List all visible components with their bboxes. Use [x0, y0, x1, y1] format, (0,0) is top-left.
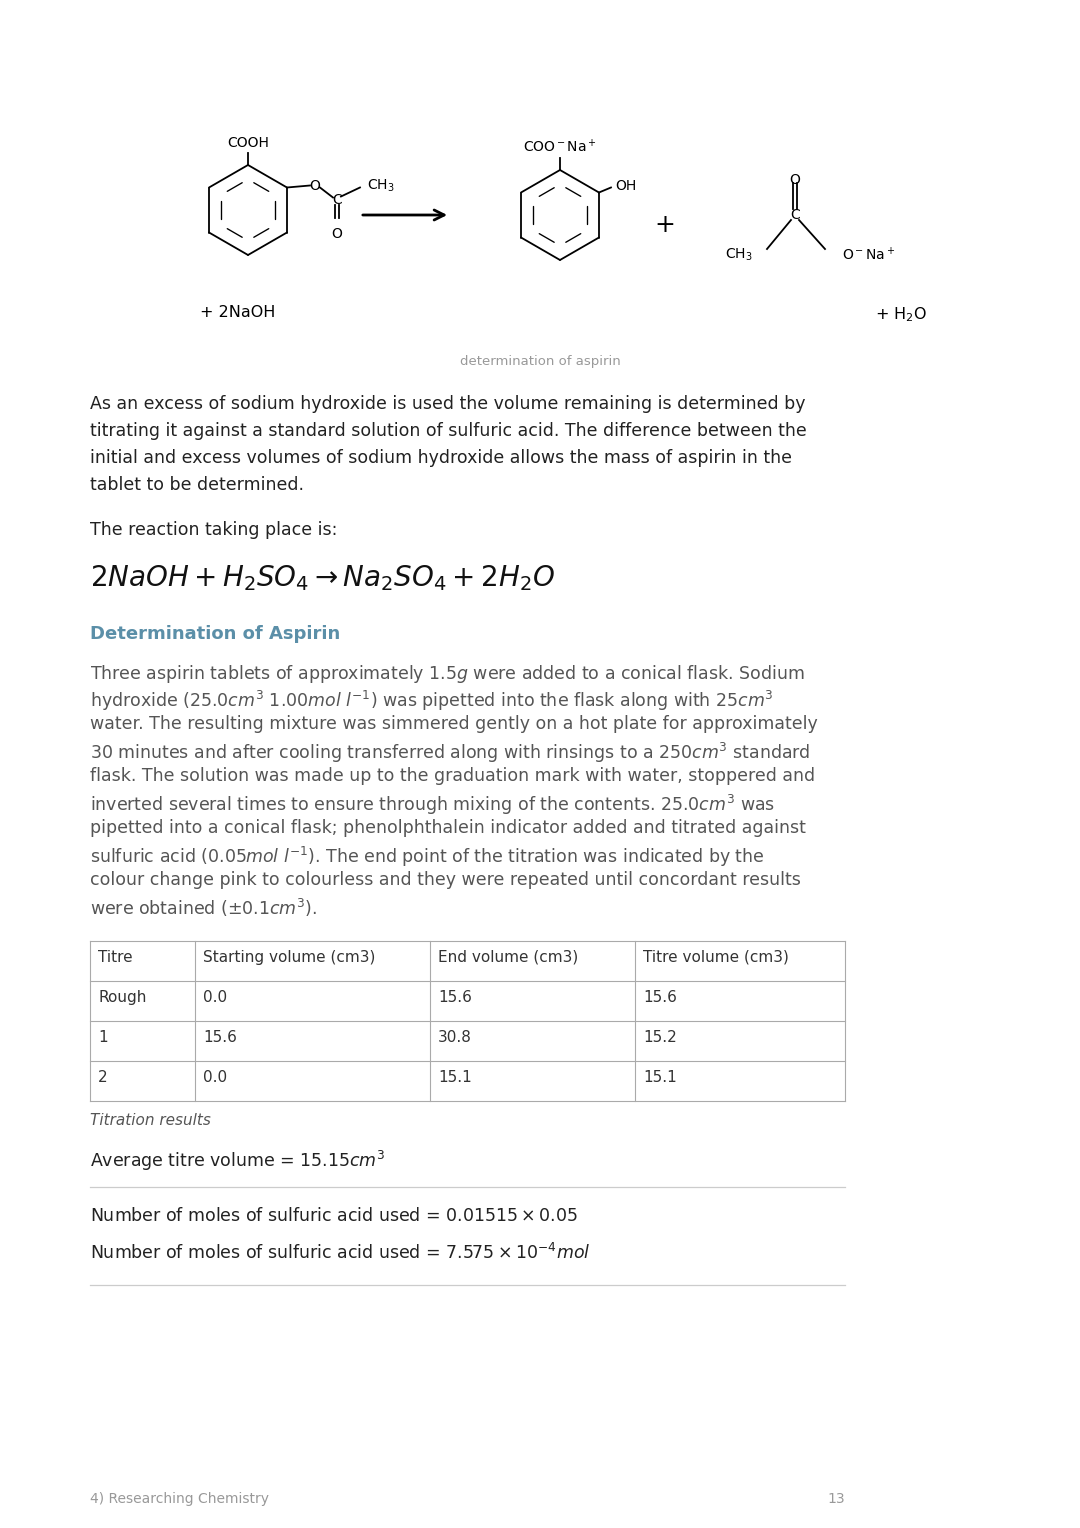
Text: $2NaOH + H_2SO_4 \rightarrow Na_2SO_4 + 2H_2O$: $2NaOH + H_2SO_4 \rightarrow Na_2SO_4 + … — [90, 562, 555, 593]
Text: 2: 2 — [98, 1070, 108, 1085]
Text: CH$_3$: CH$_3$ — [726, 248, 753, 263]
Text: 15.2: 15.2 — [643, 1030, 677, 1045]
Text: Three aspirin tablets of approximately $1.5g$ were added to a conical flask. Sod: Three aspirin tablets of approximately $… — [90, 663, 805, 685]
Text: flask. The solution was made up to the graduation mark with water, stoppered and: flask. The solution was made up to the g… — [90, 767, 815, 785]
Text: COOH: COOH — [227, 136, 269, 150]
Text: 15.6: 15.6 — [438, 990, 472, 1005]
Text: 15.1: 15.1 — [438, 1070, 472, 1085]
Text: 15.6: 15.6 — [203, 1030, 237, 1045]
Text: 13: 13 — [827, 1491, 845, 1507]
Text: 30.8: 30.8 — [438, 1030, 472, 1045]
Text: initial and excess volumes of sodium hydroxide allows the mass of aspirin in the: initial and excess volumes of sodium hyd… — [90, 449, 792, 468]
Text: 30 minutes and after cooling transferred along with rinsings to a $250cm^3$ stan: 30 minutes and after cooling transferred… — [90, 741, 810, 766]
Text: O: O — [789, 173, 800, 186]
Text: were obtained ($\pm0.1cm^3$).: were obtained ($\pm0.1cm^3$). — [90, 897, 318, 920]
Text: pipetted into a conical flask; phenolphthalein indicator added and titrated agai: pipetted into a conical flask; phenolpht… — [90, 819, 806, 837]
Text: colour change pink to colourless and they were repeated until concordant results: colour change pink to colourless and the… — [90, 871, 801, 889]
Text: 0.0: 0.0 — [203, 990, 227, 1005]
Text: determination of aspirin: determination of aspirin — [460, 354, 620, 368]
Text: titrating it against a standard solution of sulfuric acid. The difference betwee: titrating it against a standard solution… — [90, 422, 807, 440]
Text: Starting volume (cm3): Starting volume (cm3) — [203, 950, 376, 966]
Text: inverted several times to ensure through mixing of the contents. $25.0cm^3$ was: inverted several times to ensure through… — [90, 793, 775, 817]
Text: End volume (cm3): End volume (cm3) — [438, 950, 578, 966]
Text: water. The resulting mixture was simmered gently on a hot plate for approximatel: water. The resulting mixture was simmere… — [90, 715, 818, 733]
Text: As an excess of sodium hydroxide is used the volume remaining is determined by: As an excess of sodium hydroxide is used… — [90, 396, 806, 413]
Text: Rough: Rough — [98, 990, 147, 1005]
Text: O$^-$Na$^+$: O$^-$Na$^+$ — [842, 246, 895, 264]
Text: Titre volume (cm3): Titre volume (cm3) — [643, 950, 788, 966]
Text: Titre: Titre — [98, 950, 133, 966]
Text: Titration results: Titration results — [90, 1112, 211, 1128]
Text: O: O — [332, 228, 342, 241]
Text: C: C — [332, 193, 342, 206]
Text: tablet to be determined.: tablet to be determined. — [90, 477, 303, 494]
Text: OH: OH — [615, 179, 636, 193]
Text: sulfuric acid ($0.05mol$ $l^{-1}$). The end point of the titration was indicated: sulfuric acid ($0.05mol$ $l^{-1}$). The … — [90, 845, 765, 869]
Text: 4) Researching Chemistry: 4) Researching Chemistry — [90, 1491, 269, 1507]
Text: 0.0: 0.0 — [203, 1070, 227, 1085]
Text: 1: 1 — [98, 1030, 108, 1045]
Text: 15.6: 15.6 — [643, 990, 677, 1005]
Text: COO$^-$Na$^+$: COO$^-$Na$^+$ — [523, 138, 597, 154]
Text: + H$_2$O: + H$_2$O — [875, 306, 927, 324]
Text: C: C — [791, 208, 800, 222]
Text: Average titre volume = $15.15cm^3$: Average titre volume = $15.15cm^3$ — [90, 1149, 386, 1174]
Text: The reaction taking place is:: The reaction taking place is: — [90, 521, 337, 539]
Text: +: + — [654, 212, 675, 237]
Text: Determination of Aspirin: Determination of Aspirin — [90, 625, 340, 643]
Text: O: O — [310, 179, 321, 193]
Text: CH$_3$: CH$_3$ — [367, 177, 394, 194]
Text: + 2NaOH: + 2NaOH — [200, 306, 275, 319]
Text: Number of moles of sulfuric acid used = $0.01515 \times 0.05$: Number of moles of sulfuric acid used = … — [90, 1207, 578, 1225]
Text: Number of moles of sulfuric acid used = $7.575 \times 10^{-4}mol$: Number of moles of sulfuric acid used = … — [90, 1242, 591, 1264]
Text: 15.1: 15.1 — [643, 1070, 677, 1085]
Text: hydroxide ($25.0cm^3$ $1.00mol$ $l^{-1}$) was pipetted into the flask along with: hydroxide ($25.0cm^3$ $1.00mol$ $l^{-1}$… — [90, 689, 773, 714]
